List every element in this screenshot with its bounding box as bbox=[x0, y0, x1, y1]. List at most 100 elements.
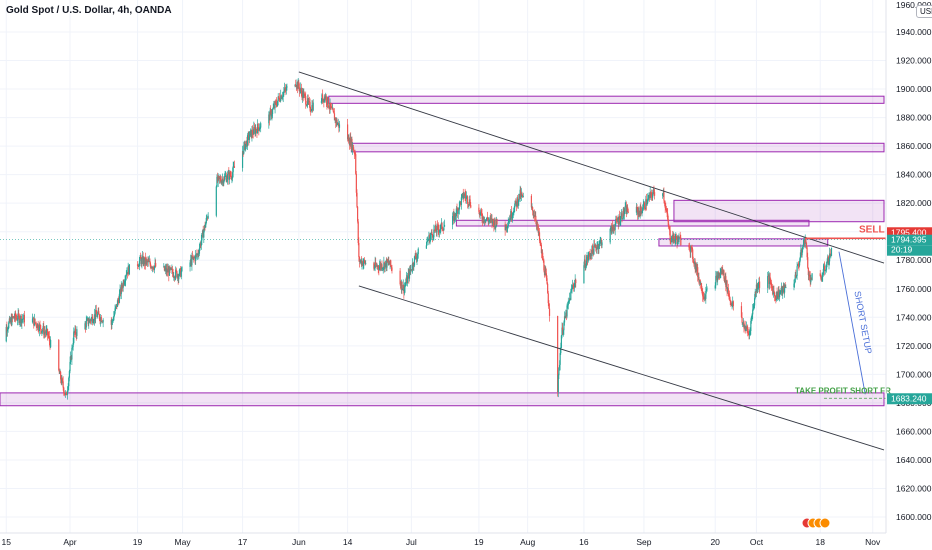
candle-body bbox=[23, 314, 25, 323]
candle-body bbox=[45, 330, 47, 334]
candle-body bbox=[732, 301, 734, 304]
candle-body bbox=[821, 277, 823, 281]
candle-body bbox=[354, 153, 356, 155]
candle-body bbox=[727, 288, 729, 295]
candle-body bbox=[244, 142, 246, 150]
candle-body bbox=[563, 316, 566, 323]
candle-body bbox=[663, 192, 665, 201]
candle-body bbox=[310, 110, 312, 112]
candle-body bbox=[247, 134, 249, 136]
candle-body bbox=[646, 203, 648, 206]
candle-body bbox=[435, 231, 437, 233]
candle-body bbox=[321, 94, 324, 102]
candle-body bbox=[231, 172, 234, 179]
candle-body bbox=[362, 263, 364, 266]
candle-body bbox=[122, 281, 124, 289]
candle-body bbox=[226, 174, 229, 180]
candle-body bbox=[168, 266, 171, 276]
candle-body bbox=[478, 211, 481, 216]
candle-body bbox=[408, 272, 410, 279]
candle-body bbox=[784, 284, 786, 288]
candle-body bbox=[728, 294, 730, 297]
candle-body bbox=[626, 207, 628, 214]
price-axis[interactable]: 1960.000 1600.000 1620.000 1640.000 1660.000… bbox=[885, 0, 932, 533]
candle-body bbox=[723, 278, 726, 283]
candle-body bbox=[518, 193, 521, 199]
candle-body bbox=[504, 224, 506, 231]
candle-body bbox=[142, 256, 144, 265]
candle-body bbox=[50, 339, 52, 348]
candle-body bbox=[414, 254, 416, 257]
candle-body bbox=[33, 317, 35, 326]
candle-body bbox=[495, 219, 497, 226]
candle-body bbox=[124, 281, 126, 283]
events-flags[interactable] bbox=[801, 517, 831, 529]
candle-body bbox=[233, 166, 236, 168]
candle-body bbox=[153, 265, 156, 270]
candle-body bbox=[537, 225, 539, 227]
candle-body bbox=[639, 207, 641, 217]
candle-body bbox=[407, 276, 409, 284]
candle-body bbox=[645, 199, 647, 209]
candle-body bbox=[492, 219, 494, 222]
candle-body bbox=[642, 204, 644, 210]
candle-body bbox=[73, 331, 75, 344]
candle-body bbox=[467, 196, 469, 204]
candle-body bbox=[644, 208, 646, 210]
candle-body bbox=[488, 220, 491, 221]
candle-body bbox=[36, 326, 38, 328]
candle-body bbox=[353, 151, 356, 154]
candle-body bbox=[514, 200, 516, 206]
candle-body bbox=[805, 237, 807, 243]
candle-body bbox=[227, 172, 229, 175]
candle-body bbox=[466, 196, 468, 198]
candle-body bbox=[174, 277, 176, 279]
candle-body bbox=[820, 276, 822, 279]
candle-body bbox=[594, 245, 596, 247]
candle-body bbox=[653, 189, 655, 193]
candle-body bbox=[96, 313, 98, 317]
candle-body bbox=[672, 233, 674, 242]
candle-body bbox=[171, 269, 174, 274]
candle-body bbox=[64, 393, 66, 395]
candle-body bbox=[402, 284, 404, 290]
candle-body bbox=[349, 137, 351, 146]
candle-body bbox=[598, 245, 600, 249]
candle-body bbox=[567, 301, 569, 306]
price-zone bbox=[455, 219, 810, 227]
candle-body bbox=[76, 329, 78, 336]
candle-body bbox=[584, 259, 586, 268]
candle-body bbox=[269, 110, 271, 121]
candle-body bbox=[519, 189, 521, 199]
time-axis[interactable]: 15 Apr 19 May 17 Jun 14 Jul 19 Aug 16 Sep 20 Oct 18 Nov bbox=[0, 532, 886, 547]
candle-body bbox=[141, 257, 143, 264]
candle-body bbox=[206, 217, 208, 219]
candle-body bbox=[31, 318, 34, 323]
candle-body bbox=[462, 193, 464, 199]
candle-body bbox=[560, 335, 563, 349]
candle-body bbox=[673, 238, 676, 242]
price-axis-label: 1940.000 bbox=[896, 27, 932, 37]
candle-body bbox=[9, 318, 11, 322]
candle-body bbox=[95, 310, 97, 319]
candle-body bbox=[22, 319, 24, 320]
time-axis-label: Apr bbox=[63, 537, 76, 547]
candle-body bbox=[430, 235, 432, 238]
price-axis-label: 1720.000 bbox=[896, 341, 932, 351]
currency-button[interactable]: USD bbox=[916, 5, 932, 18]
candle-body bbox=[333, 111, 335, 114]
candle-body bbox=[163, 266, 165, 267]
price-axis-label: 1780.000 bbox=[896, 255, 932, 265]
candle-body bbox=[205, 217, 207, 224]
candle-body bbox=[667, 219, 669, 226]
candle-body bbox=[650, 192, 652, 193]
price-zone bbox=[658, 238, 829, 247]
candle-body bbox=[663, 200, 666, 204]
candle-body bbox=[539, 240, 541, 243]
candle-body bbox=[280, 95, 282, 99]
candle-body bbox=[562, 327, 564, 334]
candle-body bbox=[355, 173, 357, 193]
price-axis-label: 1740.000 bbox=[896, 312, 932, 322]
